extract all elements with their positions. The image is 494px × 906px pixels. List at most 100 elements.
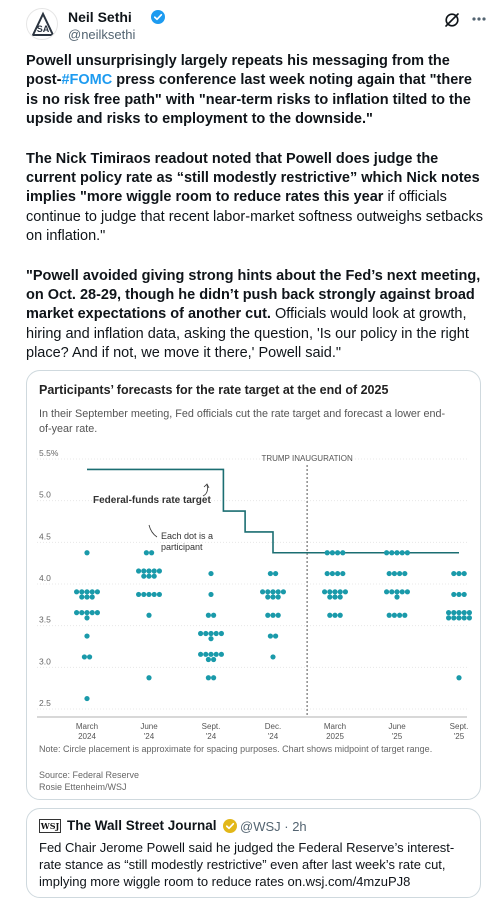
grid-layer: 5.5% 5.0 4.5 4.0 3.5 3.0 2.5 (37, 449, 467, 718)
y-tick-label: 5.0 (39, 490, 51, 500)
participant-dot (146, 573, 152, 579)
participant-dot (270, 654, 276, 660)
quoted-author-name[interactable]: The Wall Street Journal (67, 818, 217, 833)
participant-dot (332, 594, 338, 600)
participant-dot (391, 612, 397, 618)
participant-dot (136, 568, 142, 574)
participant-dot (141, 568, 147, 574)
post-paragraph-3: "Powell avoided giving strong hints abou… (26, 267, 486, 364)
participant-dot (404, 550, 410, 556)
chart-subtitle: In their September meeting, Fed official… (39, 408, 446, 435)
participant-dot (84, 695, 90, 702)
participant-dot (267, 633, 273, 639)
participant-dot (461, 615, 467, 621)
participant-dot (149, 550, 155, 556)
participant-dot (391, 570, 397, 577)
participant-dot (451, 610, 457, 616)
participant-dot (389, 589, 395, 595)
participant-dot (404, 589, 410, 595)
participant-dot (340, 550, 346, 556)
participant-dot (322, 589, 328, 595)
participant-dot (211, 675, 217, 681)
participant-dot (275, 589, 281, 595)
participant-dot (384, 550, 390, 556)
participant-dot (94, 610, 100, 616)
quoted-text: Fed Chair Jerome Powell said he judged t… (39, 840, 455, 889)
participant-dot (270, 589, 276, 595)
quoted-handle-time[interactable]: @WSJ · 2h (240, 819, 307, 834)
participant-dot (386, 612, 392, 618)
participant-dot (280, 589, 286, 595)
post-text-span: if officials continue to judge that rece… (26, 189, 484, 245)
participant-dot (456, 610, 462, 616)
y-tick-label: 4.0 (39, 573, 51, 583)
participant-dot (446, 615, 452, 621)
participant-dot (327, 589, 333, 595)
x-tick-label: Dec. (265, 722, 281, 731)
wsj-logo: WSJ (39, 819, 61, 833)
x-tick-label: Sept. (450, 722, 469, 731)
participant-dot (329, 570, 335, 577)
x-tick-label: 2025 (326, 732, 344, 741)
chart-image[interactable]: Participants’ forecasts for the rate tar… (26, 370, 481, 800)
participant-dot (386, 570, 392, 577)
participant-dot (205, 656, 211, 663)
participant-dot (340, 570, 346, 577)
participant-dot (342, 589, 348, 595)
post-text: Powell unsurprisingly largely repeats hi… (26, 52, 486, 384)
participant-dot (332, 612, 338, 618)
participant-dot (327, 612, 333, 618)
author-name[interactable]: Neil Sethi (68, 9, 132, 25)
participant-dot (203, 630, 209, 637)
author-handle[interactable]: @neilksethi (68, 27, 136, 42)
more-options-icon[interactable] (471, 14, 487, 24)
dot-label-arrow (148, 524, 158, 538)
svg-text:SA: SA (37, 24, 50, 34)
participant-dot (146, 612, 152, 618)
participant-dot (84, 550, 90, 556)
participant-dot (213, 630, 219, 637)
participant-dot (329, 550, 335, 556)
participant-dot (156, 568, 162, 574)
hashtag-link[interactable]: #FOMC (61, 72, 113, 89)
participant-dot (84, 589, 90, 595)
participant-dot (136, 591, 142, 598)
x-tick-label: '24 (268, 732, 279, 741)
participant-dot (151, 573, 157, 579)
participant-dot (337, 589, 343, 595)
participant-dot (203, 651, 209, 657)
participant-dot (208, 651, 214, 657)
post-text-span: The Nick Timiraos readout noted that Pow… (26, 150, 480, 206)
quoted-post[interactable]: WSJ The Wall Street Journal @WSJ · 2h Fe… (26, 808, 481, 898)
post-text-span: press conference last week noting again … (26, 72, 472, 128)
participant-dot (402, 612, 408, 618)
x-tick-label: June (388, 722, 406, 731)
participant-dot (456, 675, 462, 681)
participant-dot (270, 612, 276, 618)
participant-dot (198, 651, 204, 657)
chart-title: Participants’ forecasts for the rate tar… (39, 383, 389, 397)
dot-label-line-2: participant (161, 542, 203, 552)
participant-dot (451, 570, 457, 577)
participant-dot (335, 550, 341, 556)
participant-dot (461, 570, 467, 577)
post-text-span: Powell unsurprisingly largely repeats hi… (26, 53, 450, 89)
participant-dot (211, 612, 217, 618)
participant-dot (141, 573, 147, 579)
ffr-arrow (202, 484, 208, 497)
post-text-span: Officials would look at growth, hiring a… (26, 306, 469, 362)
participant-dot (89, 589, 95, 595)
participant-dot (335, 570, 341, 577)
ffr-arrowhead (203, 483, 210, 489)
participant-dot (94, 589, 100, 595)
participant-dot (273, 633, 279, 639)
avatar[interactable]: SA (26, 8, 58, 40)
participant-dot (205, 612, 211, 618)
grok-icon[interactable] (444, 12, 460, 28)
participant-dot (456, 570, 462, 577)
participant-dot (218, 651, 224, 657)
participant-dot (74, 610, 80, 616)
participant-dot (399, 550, 405, 556)
verified-badge-icon (151, 10, 165, 24)
participant-dot (74, 589, 80, 595)
